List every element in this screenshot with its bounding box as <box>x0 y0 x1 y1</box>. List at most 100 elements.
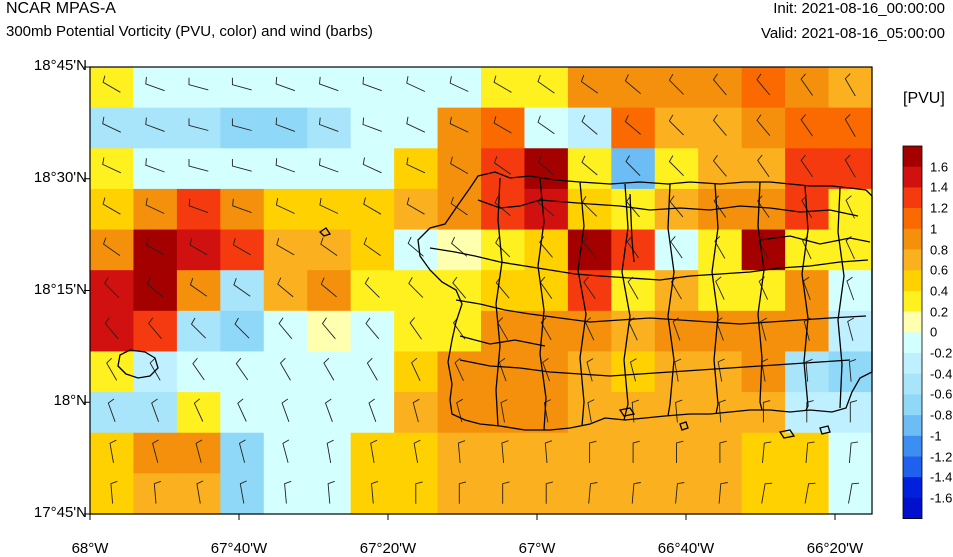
colorbar-swatch <box>903 290 922 312</box>
wind-barb <box>540 317 552 341</box>
wind-barb <box>146 277 164 298</box>
lon-label: 68°W <box>71 540 109 557</box>
wind-barb <box>408 277 424 298</box>
wind-barb <box>800 73 813 96</box>
wind-barb <box>323 357 335 381</box>
coastline-and-municipal-borders <box>117 171 873 439</box>
wind-barb <box>845 195 855 219</box>
wind-barb <box>844 154 856 178</box>
colorbar-swatch <box>903 146 922 167</box>
municipal-border <box>459 335 546 347</box>
lon-label: 67°20'W <box>359 540 417 557</box>
wind-barb <box>278 317 293 340</box>
colorbar-label: -0.8 <box>930 407 953 423</box>
colorbar-label: 0.4 <box>930 283 949 299</box>
lat-label: 17°45'N <box>33 504 87 521</box>
wind-barb <box>676 440 684 463</box>
wind-barb <box>188 198 209 214</box>
wind-barb <box>407 236 424 257</box>
wind-barb <box>406 197 425 215</box>
colorbar-label: -0.2 <box>930 345 953 361</box>
wind-barb <box>319 76 339 92</box>
colorbar-frame <box>902 145 923 520</box>
wind-barb <box>587 399 595 423</box>
wind-barb <box>276 237 295 256</box>
wind-barb <box>102 116 121 133</box>
wind-barb <box>806 400 814 423</box>
colorbar-swatch <box>903 208 922 230</box>
wind-barb <box>149 357 161 381</box>
wind-barb <box>458 481 467 504</box>
wind-barb <box>712 73 727 96</box>
colorbar-swatch <box>903 435 922 457</box>
wind-barb <box>802 235 812 260</box>
colorbar-label: 0 <box>930 324 938 340</box>
wind-barb <box>275 76 296 92</box>
south-cays <box>618 407 831 439</box>
wind-barb <box>366 357 378 381</box>
colorbar-label: 1.4 <box>930 179 949 195</box>
wind-barb <box>846 276 855 301</box>
wind-barb <box>104 277 120 298</box>
wind-barb <box>849 400 858 423</box>
wind-barb <box>675 482 685 504</box>
wind-barb <box>362 76 382 92</box>
wind-barb <box>669 195 684 218</box>
wind-barb <box>107 398 116 422</box>
municipal-border <box>455 299 867 325</box>
wind-barb <box>190 317 207 339</box>
wind-barb <box>363 197 382 215</box>
wind-barb <box>542 358 551 382</box>
colorbar-label: -1.2 <box>930 449 953 464</box>
lon-label: 66°20'W <box>806 540 864 557</box>
lat-label: 18°30'N <box>33 168 87 186</box>
wind-barb <box>415 481 423 504</box>
colorbar-label: -0.4 <box>930 366 953 382</box>
colorbar-swatch <box>903 249 922 271</box>
pv-heatmap <box>90 67 873 515</box>
wind-barb <box>275 198 295 214</box>
wind-barb <box>370 439 378 463</box>
lon-label: 67°W <box>518 540 556 557</box>
wind-barb <box>756 114 771 136</box>
desecheo-island-outline <box>318 227 332 237</box>
wind-barb <box>672 317 681 341</box>
wind-barb <box>543 399 551 423</box>
wind-barb <box>232 198 252 214</box>
colorbar-swatch <box>903 394 922 416</box>
wind-barb <box>145 76 165 92</box>
wind-barb <box>670 236 683 259</box>
municipal-border <box>429 247 869 281</box>
wind-barb <box>326 439 334 463</box>
map-subtitle: 300mb Potential Vorticity (PVU, color) a… <box>6 23 373 40</box>
wind-barb <box>675 399 683 423</box>
wind-barb <box>363 237 381 256</box>
wind-barb <box>493 156 512 175</box>
colorbar <box>902 145 923 520</box>
municipal-border <box>667 183 675 417</box>
wind-barb <box>102 157 121 174</box>
wind-barb <box>234 317 250 339</box>
municipal-border <box>621 183 631 421</box>
wind-barb <box>800 114 813 137</box>
colorbar-swatch <box>903 270 922 292</box>
colorbar-swatch <box>903 187 922 209</box>
wind-barb <box>581 195 598 217</box>
wind-barb <box>321 317 336 340</box>
lat-label: 18°N <box>53 392 87 410</box>
wind-barb <box>153 480 162 504</box>
colorbar-swatch <box>903 228 922 250</box>
wind-barb <box>718 399 726 423</box>
colorbar-label: 0.2 <box>930 304 949 320</box>
wind-barb <box>718 482 728 504</box>
wind-barb <box>233 278 251 297</box>
colorbar-label: -0.6 <box>930 386 953 402</box>
wind-barb <box>102 75 121 93</box>
wind-barb <box>537 115 555 135</box>
municipal-border <box>629 193 635 263</box>
wind-barb <box>145 198 165 214</box>
colorbar-label: 1 <box>930 221 938 237</box>
municipal-border <box>757 181 765 411</box>
wind-barb <box>365 317 380 340</box>
